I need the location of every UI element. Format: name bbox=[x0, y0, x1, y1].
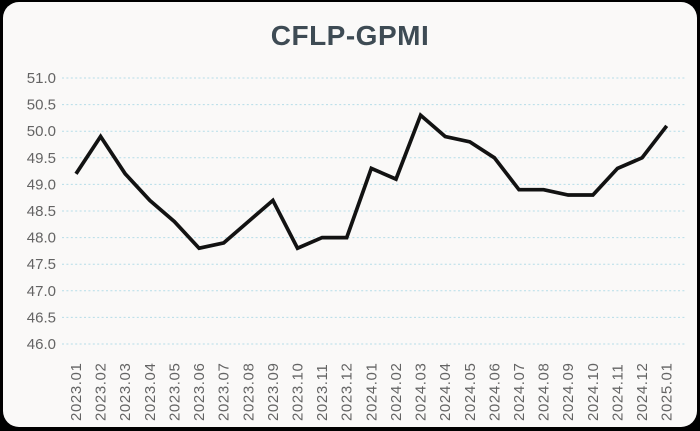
chart-card: CFLP-GPMI bbox=[3, 2, 697, 427]
chart-title: CFLP-GPMI bbox=[270, 20, 430, 51]
